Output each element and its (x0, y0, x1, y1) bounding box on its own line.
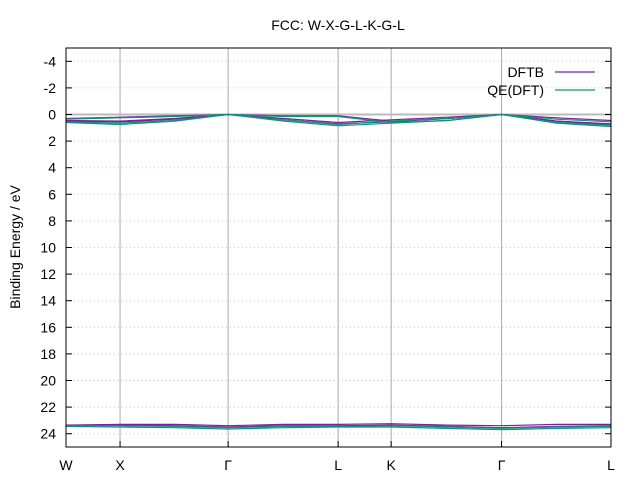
x-tick-label: L (334, 457, 342, 473)
band-line-series-1 (65, 113, 612, 128)
y-tick-label: 10 (40, 240, 56, 256)
y-tick-label: 18 (40, 346, 56, 362)
y-tick-label: 2 (48, 133, 56, 149)
band-line-series-0 (65, 423, 611, 427)
y-tick-label: -2 (44, 80, 57, 96)
y-tick-label: 6 (48, 186, 56, 202)
x-tick-label: Γ (498, 457, 506, 473)
y-tick-label: 16 (40, 319, 56, 335)
y-tick-label: 22 (40, 399, 56, 415)
y-tick-label: -4 (44, 53, 57, 69)
grid (66, 48, 611, 447)
chart-title: FCC: W-X-G-L-K-G-L (271, 17, 405, 33)
x-tick-label: K (386, 457, 396, 473)
y-tick-label: 8 (48, 213, 56, 229)
y-tick-label: 0 (48, 107, 56, 123)
band-line-series-1 (65, 113, 612, 126)
band-line-series-1 (66, 425, 612, 430)
band-line-series-0 (66, 424, 612, 429)
legend: DFTB QE(DFT) (487, 64, 595, 98)
y-tick-label: 4 (48, 160, 56, 176)
y-tick-label: 24 (40, 426, 56, 442)
y-tick-label: 20 (40, 373, 56, 389)
x-tick-label: W (59, 457, 73, 473)
x-tick-label: X (115, 457, 125, 473)
bands-layer (65, 113, 612, 431)
y-tick-label: 12 (40, 266, 56, 282)
legend-label: DFTB (507, 64, 544, 80)
y-axis-label: Binding Energy / eV (7, 184, 23, 308)
band-line-series-1 (65, 425, 612, 431)
x-tick-label: L (607, 457, 615, 473)
legend-label: QE(DFT) (487, 82, 544, 98)
y-tick-label: 14 (40, 293, 56, 309)
x-tick-label: Γ (224, 457, 232, 473)
